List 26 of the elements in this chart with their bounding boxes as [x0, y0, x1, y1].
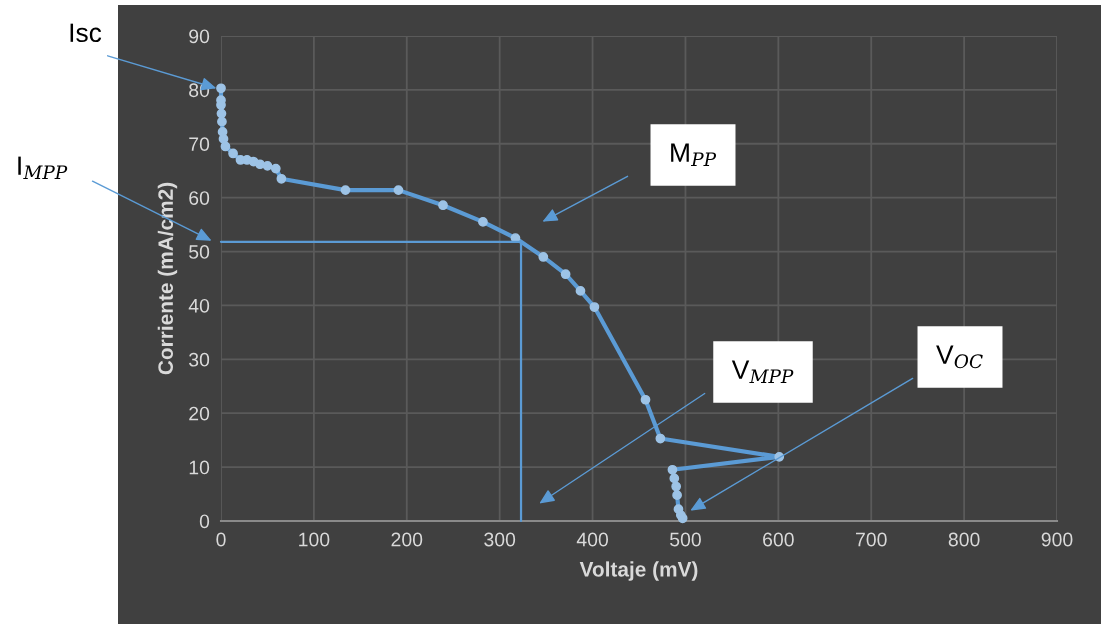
x-axis-title: Voltaje (mV) [579, 561, 698, 581]
x-tick-label: 700 [856, 532, 887, 547]
x-tick-label: 300 [484, 532, 516, 547]
x-tick-label: 600 [763, 532, 794, 547]
y-tick-label: 20 [189, 406, 210, 421]
annotation: V$_{OC}$ [936, 345, 983, 369]
y-tick-label: 60 [189, 191, 210, 205]
y-tick-label: 0 [199, 514, 210, 529]
x-tick-label: 200 [391, 532, 423, 547]
x-tick-label: 500 [670, 532, 701, 547]
y-tick-label: 70 [189, 137, 210, 152]
annotation: M$_{PP}$ [671, 143, 717, 166]
text: I$_{MPP}$ [18, 156, 68, 179]
y-tick-label: 50 [189, 245, 210, 259]
annotation: V$_{MPP}$ [731, 360, 794, 383]
y-tick-label: 30 [189, 352, 210, 367]
y-tick-label: 10 [189, 460, 210, 475]
text: Isc [70, 23, 102, 43]
y-axis-title: Corriente (mA/cm2) [157, 182, 178, 375]
y-tick-label: 90 [189, 29, 210, 44]
x-tick-label: 400 [576, 532, 609, 547]
x-tick-label: 100 [299, 532, 330, 547]
y-tick-label: 40 [188, 298, 210, 313]
x-tick-label: 800 [948, 532, 980, 547]
x-tick-label: 900 [1041, 532, 1073, 547]
x-tick-label: 0 [216, 532, 226, 547]
